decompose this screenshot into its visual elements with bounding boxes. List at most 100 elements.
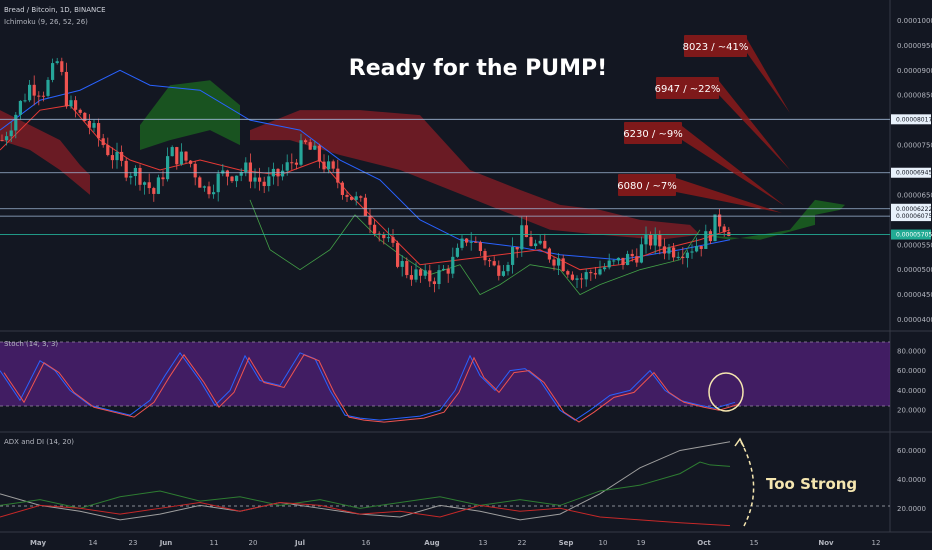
candle-body	[667, 247, 671, 254]
candle-body	[580, 278, 584, 280]
candle-body	[74, 100, 78, 110]
candle-body	[718, 214, 722, 227]
candle-body	[382, 234, 386, 239]
candle-body	[446, 268, 450, 274]
candle-body	[478, 242, 482, 252]
candle-body	[557, 258, 561, 266]
time-tick-label: May	[30, 539, 46, 547]
time-axis[interactable]: May 14 23 Jun 11 20 Jul 16 Aug 13 22 Sep 10 19 Oct 15 No…	[30, 539, 880, 547]
stoch-band	[0, 342, 890, 406]
candle-body	[166, 156, 170, 180]
stoch-k-line	[0, 351, 736, 421]
price-tick-label: 0.00004000	[897, 316, 932, 324]
target-label: 6080 / ~7%	[617, 181, 676, 192]
price-tick-label: 0.00007500	[897, 142, 932, 150]
candle-body	[138, 167, 142, 185]
candle-body	[488, 260, 492, 262]
candle-body	[414, 269, 418, 280]
candle-body	[106, 145, 110, 156]
candle-body	[649, 234, 653, 246]
candle-body	[290, 162, 294, 164]
candle-body	[184, 151, 188, 161]
candle-body	[124, 160, 128, 178]
target-label: 6230 / ~9%	[623, 129, 682, 140]
candle-body	[331, 161, 335, 169]
candle-body	[202, 186, 206, 188]
candle-body	[64, 71, 68, 107]
stoch-tick-label: 60.0000	[897, 367, 926, 375]
candle-body	[340, 182, 344, 195]
candle-body	[432, 281, 436, 285]
candle-body	[419, 269, 423, 276]
candle-body	[529, 237, 533, 247]
candle-body	[267, 176, 271, 187]
candle-body	[662, 246, 666, 254]
target-pointer	[676, 178, 782, 213]
kumo-red-segment	[0, 110, 90, 195]
price-tick-label: 0.00006500	[897, 191, 932, 199]
price-level-tag	[891, 211, 931, 222]
candle-body	[143, 182, 147, 185]
candle-body	[32, 84, 36, 96]
candle-body	[235, 175, 239, 182]
candle-body	[653, 234, 657, 246]
candle-body	[727, 232, 731, 237]
price-tick-label: 0.00005000	[897, 266, 932, 274]
candle-body	[400, 261, 404, 267]
price-level-tag	[891, 167, 931, 178]
candle-body	[616, 257, 620, 261]
candle-body	[690, 251, 694, 253]
candle-body	[175, 147, 179, 165]
candle-body	[566, 271, 570, 275]
candle-body	[396, 242, 400, 267]
target-box	[624, 122, 682, 144]
stoch-title: Stoch (14, 3, 3)	[4, 340, 58, 348]
candle-body	[207, 186, 211, 195]
target-label: 6947 / ~22%	[655, 84, 721, 95]
candle-body	[704, 231, 708, 249]
candle-body	[354, 196, 358, 200]
candle-body	[41, 95, 45, 97]
adx-tick-label: 20.0000	[897, 505, 926, 513]
candle-body	[51, 63, 55, 80]
candle-body	[97, 123, 101, 139]
candle-body	[92, 123, 96, 128]
candle-body	[428, 270, 432, 282]
candle-body	[87, 120, 91, 128]
candle-body	[543, 240, 547, 249]
candle-body	[221, 170, 225, 174]
candle-body	[239, 172, 243, 176]
adx-tick-label: 40.0000	[897, 476, 926, 484]
candle-body	[115, 151, 119, 161]
price-axis[interactable]: 0.00010000 0.00009500 0.00009000 0.00008500…	[897, 17, 932, 324]
adx-title: ADX and DI (14, 20)	[4, 438, 74, 446]
candle-body	[607, 260, 611, 268]
candle-body	[69, 100, 73, 107]
stoch-tick-label: 80.0000	[897, 347, 926, 355]
candle-body	[644, 234, 648, 245]
stoch-highlight-circle	[708, 372, 744, 412]
candle-body	[492, 261, 496, 266]
candle-body	[198, 177, 202, 188]
candle-body	[258, 177, 262, 182]
time-tick-label: 16	[362, 539, 371, 547]
candle-body	[253, 177, 257, 182]
time-tick-label: Nov	[818, 539, 834, 547]
time-tick-label: 23	[129, 539, 138, 547]
ichimoku-lines	[0, 69, 731, 296]
candle-body	[46, 79, 50, 96]
candle-body	[281, 170, 285, 177]
candle-body	[327, 161, 331, 170]
stoch-lines	[0, 351, 740, 423]
candle-body	[598, 269, 602, 275]
adx-line	[0, 441, 731, 521]
candle-body	[460, 238, 464, 248]
time-tick-label: 20	[249, 539, 258, 547]
price-tick-label: 0.00005500	[897, 241, 932, 249]
too-strong-label: Too Strong	[766, 475, 857, 493]
candle-body	[423, 270, 427, 276]
candle-body	[133, 167, 137, 177]
candle-body	[538, 240, 542, 244]
adx-axis: 60.0000 40.0000 20.0000	[897, 447, 926, 513]
